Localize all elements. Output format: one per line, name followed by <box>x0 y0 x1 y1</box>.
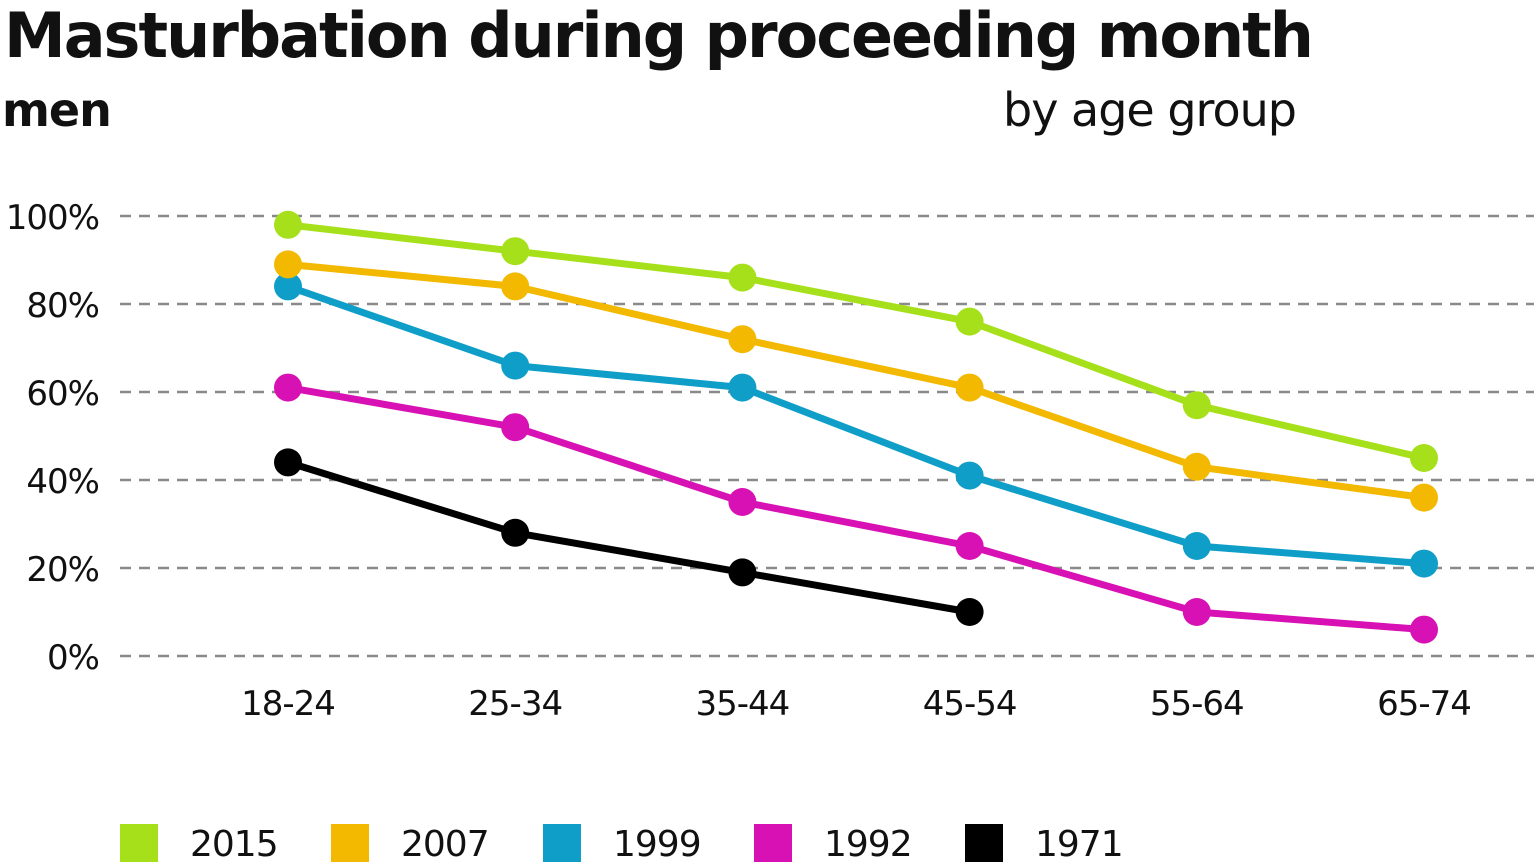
data-point-1971-45-54 <box>955 598 984 626</box>
y-tick-label: 0% <box>47 638 99 678</box>
y-tick-label: 40% <box>26 462 99 502</box>
series-line-2015 <box>284 221 1428 462</box>
legend-swatch <box>120 824 158 862</box>
legend-swatch <box>754 824 792 862</box>
data-point-2007-45-54 <box>955 373 984 402</box>
data-point-1999-18-24 <box>274 272 302 301</box>
data-point-1992-35-44 <box>728 488 757 516</box>
series-lines <box>274 210 1438 644</box>
y-tick-label: 60% <box>26 374 99 414</box>
legend-swatch <box>965 824 1003 862</box>
data-point-1992-18-24 <box>274 373 302 402</box>
data-point-2015-55-64 <box>1182 391 1211 420</box>
legend-item-2007: 2007 <box>331 824 490 862</box>
data-point-1999-45-54 <box>955 461 984 490</box>
legend-swatch <box>331 824 369 862</box>
data-point-1971-18-24 <box>274 448 302 477</box>
x-tick-label: 45-54 <box>923 684 1017 724</box>
data-point-1971-35-44 <box>728 558 757 587</box>
x-tick-label: 18-24 <box>241 684 335 724</box>
legend: 2015 2007 1999 1992 1971 <box>120 824 1124 862</box>
data-point-1971-25-34 <box>501 518 530 547</box>
legend-label: 2007 <box>401 824 489 862</box>
data-point-1999-55-64 <box>1182 532 1211 560</box>
chart-subtitle-age-group: by age group <box>1003 83 1297 137</box>
legend-label: 1992 <box>824 824 912 862</box>
legend-swatch <box>543 824 581 862</box>
legend-item-1992: 1992 <box>754 824 913 862</box>
data-point-2015-65-74 <box>1410 444 1438 472</box>
series-2007 <box>274 250 1438 512</box>
data-point-2015-25-34 <box>501 237 530 266</box>
data-point-2015-35-44 <box>728 263 757 292</box>
data-point-1992-65-74 <box>1410 615 1438 644</box>
y-tick-label: 80% <box>26 286 99 326</box>
y-tick-label: 20% <box>26 550 99 590</box>
series-1971 <box>274 448 984 626</box>
data-point-1992-25-34 <box>501 413 530 442</box>
data-point-1999-35-44 <box>728 373 757 402</box>
data-point-2007-25-34 <box>501 272 530 301</box>
data-point-2007-18-24 <box>274 250 302 279</box>
data-point-1992-45-54 <box>955 532 984 560</box>
series-line-1971 <box>284 458 974 616</box>
series-line-1992 <box>284 384 1428 634</box>
data-point-2015-18-24 <box>274 210 302 239</box>
chart-title: Masturbation during proceeding month <box>4 0 1314 72</box>
data-point-1992-55-64 <box>1182 598 1211 626</box>
legend-label: 1999 <box>613 824 701 862</box>
data-point-2007-55-64 <box>1182 452 1211 481</box>
series-line-2007 <box>284 260 1428 502</box>
series-1999 <box>274 272 1438 578</box>
data-point-1999-25-34 <box>501 351 530 380</box>
series-2015 <box>274 210 1438 472</box>
chart-subtitle-men: men <box>2 83 112 137</box>
legend-item-2015: 2015 <box>120 824 279 862</box>
x-tick-label: 35-44 <box>696 684 790 724</box>
data-point-2015-45-54 <box>955 307 984 336</box>
series-1992 <box>274 373 1438 644</box>
data-point-2007-65-74 <box>1410 483 1438 512</box>
x-tick-label: 55-64 <box>1150 684 1244 724</box>
x-tick-label: 65-74 <box>1377 684 1471 724</box>
legend-item-1971: 1971 <box>965 824 1124 862</box>
data-point-1999-65-74 <box>1410 549 1438 578</box>
y-tick-label: 100% <box>6 198 99 238</box>
legend-label: 2015 <box>190 824 278 862</box>
x-tick-label: 25-34 <box>468 684 562 724</box>
series-line-1999 <box>284 282 1428 568</box>
x-axis-ticks: 18-24 25-34 35-44 45-54 55-64 65-74 <box>241 684 1472 724</box>
y-axis-ticks: 0% 20% 40% 60% 80% 100% <box>6 198 100 678</box>
data-point-2007-35-44 <box>728 325 757 354</box>
legend-label: 1971 <box>1035 824 1123 862</box>
legend-item-1999: 1999 <box>543 824 702 862</box>
